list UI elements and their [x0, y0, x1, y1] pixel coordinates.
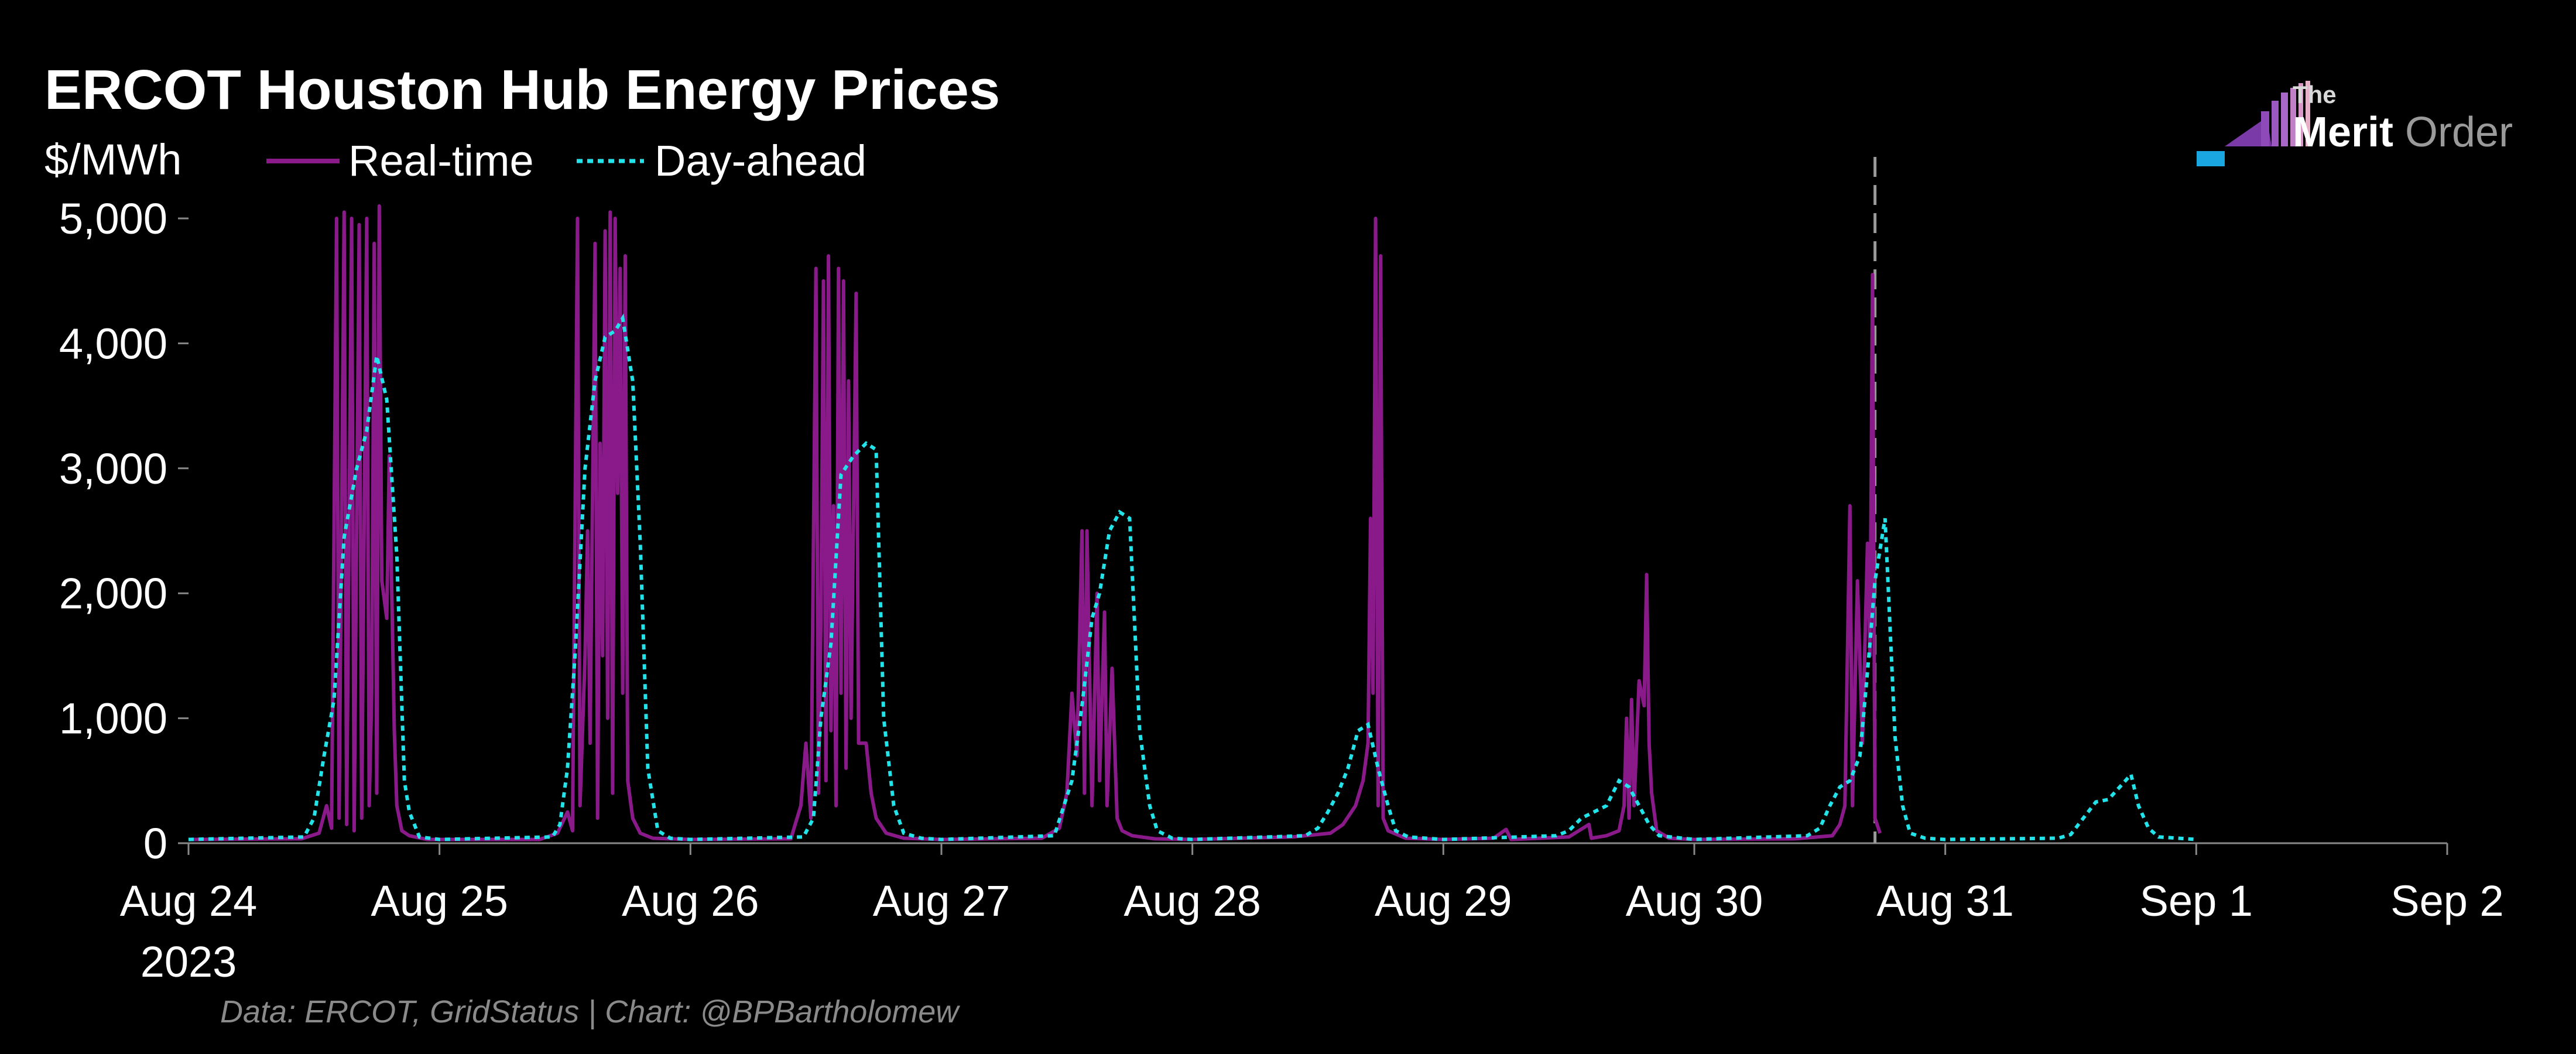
legend-label-day-ahead: Day-ahead	[655, 136, 866, 185]
x-axis-year-label: 2023	[141, 937, 237, 986]
y-axis-unit-label: $/MWh	[44, 135, 181, 184]
source-credit: Data: ERCOT, GridStatus | Chart: @BPBart…	[220, 994, 960, 1029]
x-tick-label: Aug 31	[1876, 877, 2014, 925]
x-tick-label: Aug 29	[1375, 877, 1512, 925]
x-tick-label: Aug 27	[873, 877, 1010, 925]
x-axis: Aug 24 Aug 25 Aug 26 Aug 27 Aug 28 Aug 29 Aug …	[120, 842, 2504, 925]
x-tick-label: Sep 2	[2390, 877, 2503, 925]
y-tick-label: 5,000	[59, 194, 167, 243]
x-tick-label: Aug 26	[622, 877, 759, 925]
x-tick-label: Aug 30	[1626, 877, 1763, 925]
y-tick-label: 1,000	[59, 694, 167, 743]
y-axis: 0 1,000 2,000 3,000 4,000 5,000	[59, 194, 189, 868]
x-tick-label: Sep 1	[2140, 877, 2253, 925]
y-tick-label: 4,000	[59, 319, 167, 368]
merit-order-logo: The Merit Order	[2197, 81, 2513, 166]
x-tick-label: Aug 24	[120, 877, 258, 925]
x-tick-label: Aug 25	[371, 877, 508, 925]
y-tick-label: 0	[143, 819, 167, 868]
logo-text-the: The	[2293, 81, 2337, 108]
logo-mark-icon	[2197, 81, 2310, 166]
logo-text-order: Order	[2405, 109, 2513, 156]
y-tick-label: 3,000	[59, 444, 167, 493]
chart-title: ERCOT Houston Hub Energy Prices	[44, 59, 1000, 121]
logo-text-merit: Merit	[2293, 109, 2393, 156]
x-tick-label: Aug 28	[1123, 877, 1261, 925]
series-line-real-time	[188, 204, 1882, 841]
legend-label-real-time: Real-time	[348, 136, 534, 185]
y-tick-label: 2,000	[59, 569, 167, 618]
legend: Real-time Day-ahead	[266, 136, 866, 185]
